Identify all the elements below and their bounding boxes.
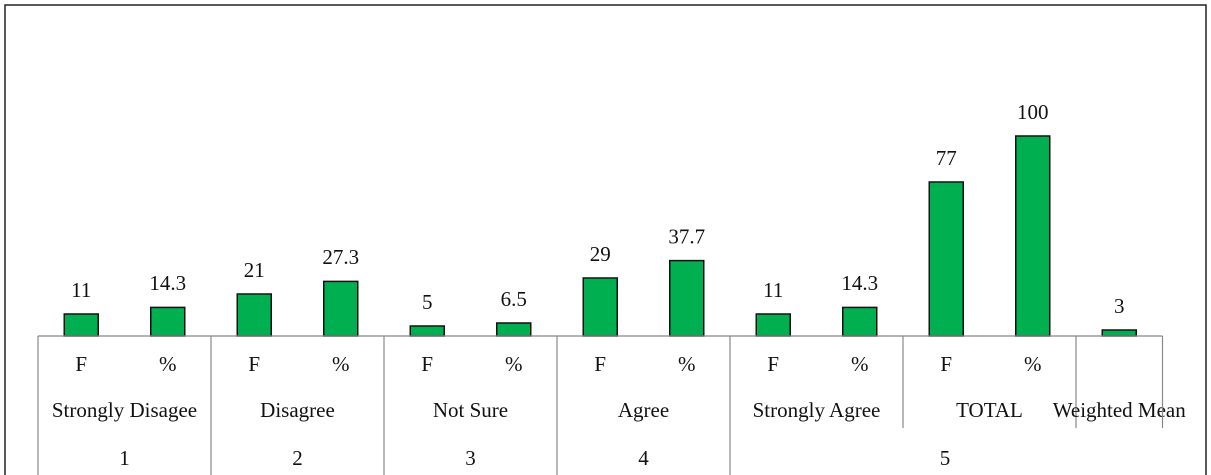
group-label: 2 [292,446,303,470]
data-label: 14.3 [841,271,878,295]
x-tick-label: % [505,352,523,376]
group-label: Disagree [260,398,335,422]
x-tick-label: % [1024,352,1042,376]
x-tick-label: F [940,352,952,376]
chart-border [4,4,1207,475]
x-tick-label: % [678,352,696,376]
data-label: 11 [71,278,91,302]
bar [323,280,359,337]
data-label: 21 [244,258,265,282]
group-label: Not Sure [433,398,508,422]
group-label: Agree [618,398,669,422]
bar [63,313,99,337]
bar [409,325,445,337]
group-label: Strongly Agree [753,398,881,422]
bar [669,259,705,337]
data-label: 77 [936,146,957,170]
group-label: 4 [638,446,649,470]
group-label: Strongly Disagee [52,398,197,422]
data-label: 5 [422,290,433,314]
data-label: 37.7 [668,224,705,248]
data-label: 6.5 [501,287,527,311]
group-label: 1 [119,446,130,470]
data-label: 29 [590,242,611,266]
bar [1015,135,1051,337]
data-label: 27.3 [322,245,359,269]
x-tick-label: F [594,352,606,376]
data-label: 100 [1017,100,1049,124]
bar [150,306,186,337]
x-tick-label: F [421,352,433,376]
bar [755,313,791,337]
bar [1101,329,1137,337]
bar [236,293,272,337]
data-label: 3 [1114,294,1125,318]
bar [842,306,878,337]
x-tick-label: % [332,352,350,376]
group-label: TOTAL [956,398,1023,422]
group-label: 5 [940,446,951,470]
bar [928,181,964,337]
data-label: 14.3 [149,271,186,295]
x-tick-label: % [159,352,177,376]
bar [496,322,532,337]
x-tick-label: F [767,352,779,376]
group-label: Weighted Mean [1053,398,1187,422]
x-tick-label: F [248,352,260,376]
x-tick-label: F [75,352,87,376]
group-label: 3 [465,446,476,470]
bar [582,277,618,337]
data-label: 11 [763,278,783,302]
x-tick-label: % [851,352,869,376]
